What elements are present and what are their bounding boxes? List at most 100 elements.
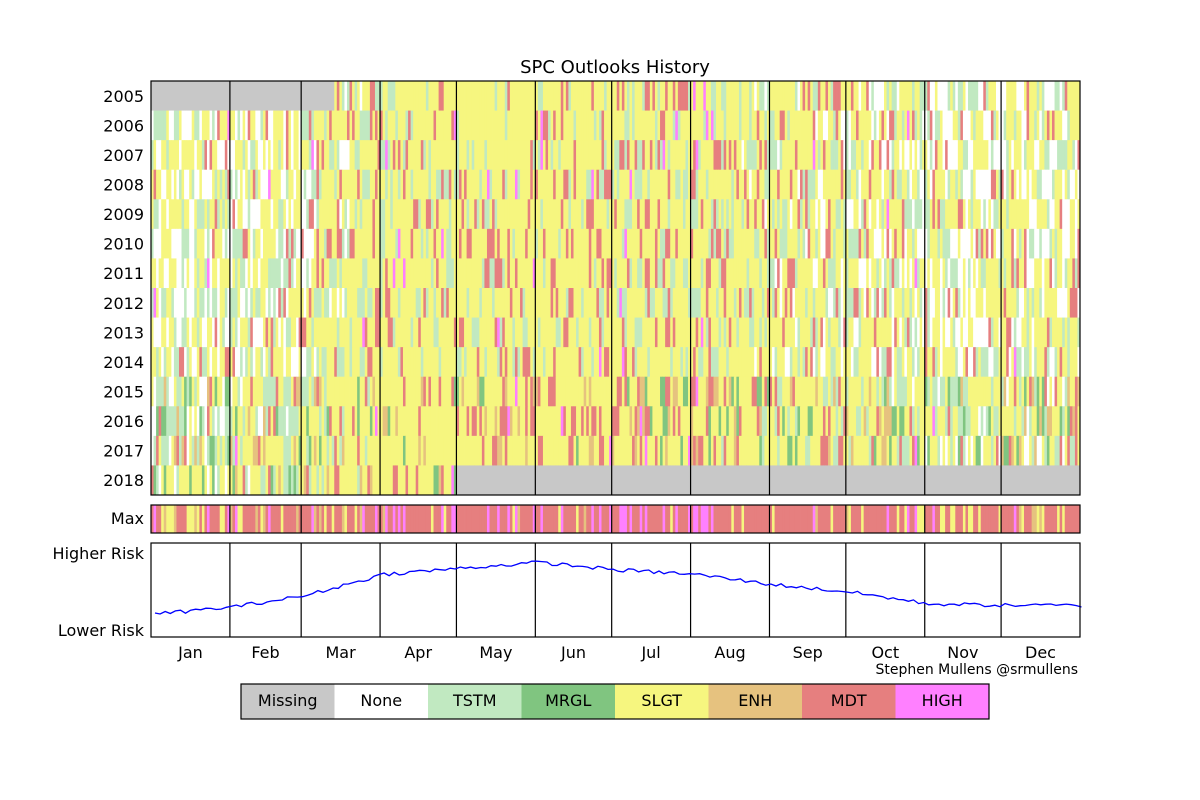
max-cell xyxy=(1034,505,1038,533)
heatmap-cell xyxy=(914,465,918,496)
heatmap-cell xyxy=(828,376,831,407)
max-cell xyxy=(1029,505,1033,533)
heatmap-cell xyxy=(568,258,577,289)
heatmap-cell xyxy=(458,435,462,466)
max-cell xyxy=(698,505,702,533)
heatmap-cell xyxy=(199,435,203,466)
heatmap-cell xyxy=(509,406,513,437)
heatmap-cell xyxy=(1069,199,1073,230)
heatmap-cell xyxy=(980,435,984,466)
heatmap-cell xyxy=(156,347,160,378)
heatmap-cell xyxy=(405,258,409,289)
heatmap-cell xyxy=(611,81,615,111)
heatmap-cell xyxy=(507,376,513,407)
heatmap-cell xyxy=(800,140,803,171)
heatmap-cell xyxy=(285,435,289,466)
heatmap-cell xyxy=(835,169,839,200)
heatmap-cell xyxy=(260,347,264,378)
heatmap-cell xyxy=(947,347,951,378)
heatmap-cell xyxy=(1054,140,1058,171)
heatmap-cell xyxy=(772,465,783,496)
heatmap-cell xyxy=(525,406,529,437)
heatmap-cell xyxy=(657,169,661,200)
heatmap-cell xyxy=(934,169,943,200)
max-cell xyxy=(255,505,259,533)
heatmap-cell xyxy=(413,406,417,437)
heatmap-cell xyxy=(598,406,602,437)
heatmap-cell xyxy=(232,110,236,141)
heatmap-cell xyxy=(884,317,887,348)
heatmap-cell xyxy=(815,288,824,318)
heatmap-cell xyxy=(436,347,440,378)
heatmap-cell xyxy=(822,140,826,171)
heatmap-cell xyxy=(894,288,898,318)
heatmap-cell xyxy=(352,347,356,378)
heatmap-cell xyxy=(293,199,297,230)
heatmap-cell xyxy=(812,465,816,496)
heatmap-cell xyxy=(705,288,709,318)
heatmap-cell xyxy=(346,81,350,111)
heatmap-cell xyxy=(410,228,414,259)
max-cell xyxy=(957,505,961,533)
heatmap-cell xyxy=(866,258,870,289)
heatmap-cell xyxy=(606,435,610,466)
heatmap-cell xyxy=(703,81,707,111)
heatmap-cell xyxy=(1018,228,1022,259)
heatmap-cell xyxy=(517,169,521,200)
heatmap-cell xyxy=(331,435,335,466)
heatmap-cell xyxy=(285,199,289,230)
heatmap-cell xyxy=(153,228,157,259)
heatmap-cell xyxy=(932,199,936,230)
heatmap-cell xyxy=(1024,258,1027,289)
heatmap-cell xyxy=(611,376,615,407)
heatmap-cell xyxy=(835,347,842,378)
max-cell xyxy=(191,505,195,533)
heatmap-cell xyxy=(466,376,470,407)
heatmap-cell xyxy=(504,435,508,466)
heatmap-cell xyxy=(746,465,755,496)
heatmap-cell xyxy=(545,110,549,141)
heatmap-cell xyxy=(1018,140,1022,171)
max-cell xyxy=(1067,505,1071,533)
max-cell xyxy=(825,505,829,533)
max-cell xyxy=(1024,505,1027,533)
heatmap-cell xyxy=(1016,140,1020,171)
heatmap-cell xyxy=(787,110,791,141)
heatmap-cell xyxy=(637,140,641,171)
heatmap-cell xyxy=(690,169,694,200)
heatmap-cell xyxy=(290,110,294,141)
heatmap-cell xyxy=(1069,169,1076,200)
year-axis: 2005200620072008200920102011201220132014… xyxy=(103,87,144,490)
heatmap-cell xyxy=(563,317,567,348)
heatmap-cell xyxy=(476,347,480,378)
heatmap-cell xyxy=(845,258,849,289)
heatmap-cell xyxy=(698,228,704,259)
heatmap-cell xyxy=(1036,288,1040,318)
heatmap-cell xyxy=(624,81,628,111)
heatmap-cell xyxy=(201,317,205,348)
heatmap-cell xyxy=(606,258,613,289)
heatmap-cell xyxy=(453,199,457,230)
heatmap-cell xyxy=(812,288,816,318)
heatmap-cell xyxy=(833,347,837,378)
heatmap-cell xyxy=(609,81,613,111)
heatmap-cell xyxy=(1021,140,1025,171)
heatmap-cell xyxy=(695,169,699,200)
heatmap-cell xyxy=(214,465,218,496)
heatmap-cell xyxy=(443,288,447,318)
heatmap-cell xyxy=(484,258,490,289)
heatmap-cell xyxy=(201,406,205,437)
heatmap-cell xyxy=(527,110,531,141)
heatmap-cell xyxy=(962,169,966,200)
heatmap-cell xyxy=(1026,406,1030,437)
heatmap-cell xyxy=(942,435,946,466)
heatmap-cell xyxy=(884,347,887,378)
max-cell xyxy=(815,505,819,533)
heatmap-cell xyxy=(321,435,325,466)
heatmap-cell xyxy=(499,435,503,466)
heatmap-cell xyxy=(685,169,689,200)
heatmap-cell xyxy=(514,169,518,200)
heatmap-cell xyxy=(886,347,890,378)
heatmap-cell xyxy=(219,81,223,111)
heatmap-cell xyxy=(654,347,663,378)
